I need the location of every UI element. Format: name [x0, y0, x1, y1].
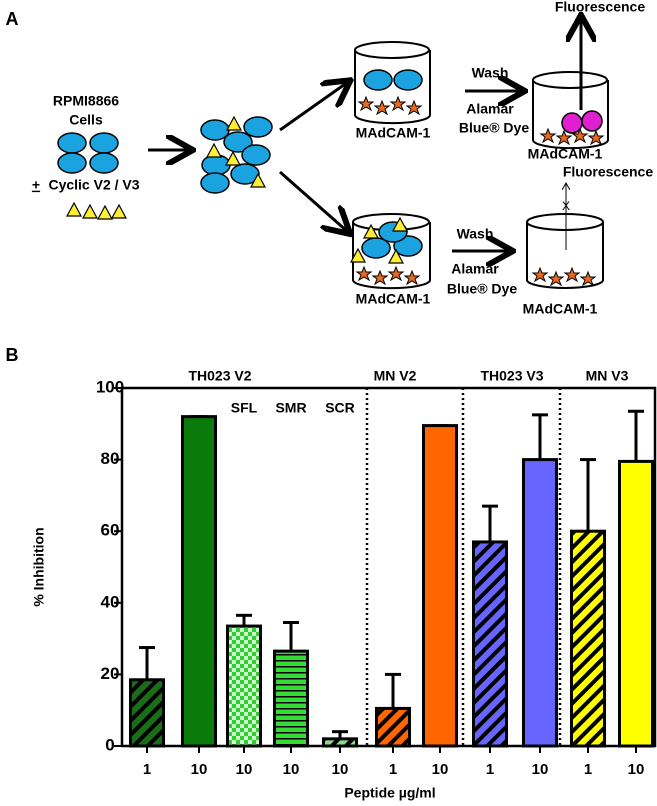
peptides — [66, 202, 127, 220]
x-tick-label: 1 — [143, 761, 151, 778]
step: Alamar — [466, 101, 514, 117]
panel-a: A RPMI8866 Cells + Cyclic V2 / V3 MAdCAM… — [6, 0, 654, 317]
y-axis-label: % Inhibition — [31, 527, 47, 606]
bar — [522, 458, 558, 748]
group-label: TH023 V3 — [480, 368, 543, 384]
well-label: MAdCAM-1 — [356, 291, 431, 307]
sub-label: SMR — [275, 400, 306, 416]
well — [526, 213, 604, 289]
step: Alamar — [451, 261, 499, 277]
arrow — [279, 82, 348, 132]
cells — [57, 132, 119, 174]
well-label: MAdCAM-1 — [523, 301, 598, 317]
y-tick-label: 100 — [96, 377, 124, 396]
bar — [570, 529, 606, 748]
bar — [181, 415, 217, 748]
group-label: TH023 V2 — [188, 368, 251, 384]
arrow — [279, 170, 348, 232]
well — [532, 71, 609, 150]
y-tick-label: 0 — [105, 735, 114, 754]
bar — [422, 424, 458, 748]
sub-label: SCR — [325, 400, 355, 416]
step: Wash — [472, 65, 509, 81]
x-tick-label: 1 — [486, 761, 494, 778]
readout: Fluorescence — [555, 0, 645, 15]
step: Blue® Dye — [447, 281, 517, 297]
step: Blue® Dye — [459, 120, 529, 136]
step: Wash — [457, 226, 494, 242]
bar — [472, 540, 508, 748]
y-tick-label: 20 — [101, 664, 120, 683]
treatment: Cyclic V2 / V3 — [48, 177, 139, 193]
bar — [226, 624, 262, 748]
readout: Fluorescence — [563, 164, 653, 180]
plot-frame — [120, 386, 657, 748]
y-tick-label: 80 — [101, 449, 120, 468]
x-tick-label: 10 — [628, 761, 645, 778]
well-label: MAdCAM-1 — [356, 125, 431, 141]
bar — [129, 678, 165, 748]
bar — [618, 459, 654, 748]
x-tick-label: 10 — [236, 761, 253, 778]
bar — [273, 649, 309, 748]
well — [350, 213, 431, 290]
x-axis-label: Peptide µg/ml — [344, 785, 435, 801]
y-tick-label: 40 — [101, 592, 120, 611]
x-tick-label: 10 — [191, 761, 208, 778]
sub-label: SFL — [231, 400, 258, 416]
x-tick-label: 10 — [532, 761, 549, 778]
blocked: X — [562, 199, 570, 213]
cell-label: RPMI8866 — [53, 93, 119, 109]
well-label: MAdCAM-1 — [528, 146, 603, 162]
x-tick-label: 1 — [389, 761, 397, 778]
x-tick-label: 1 — [584, 761, 592, 778]
panel-label: A — [6, 9, 19, 29]
panel-label: B — [6, 345, 19, 365]
cell-label: Cells — [69, 112, 103, 128]
bar — [375, 706, 411, 748]
group-label: MN V3 — [586, 368, 629, 384]
well — [354, 41, 431, 125]
mixture — [200, 116, 273, 194]
x-tick-label: 10 — [432, 761, 449, 778]
x-tick-label: 10 — [332, 761, 349, 778]
x-tick-label: 10 — [283, 761, 300, 778]
plus: + — [32, 177, 40, 193]
group-label: MN V2 — [374, 368, 417, 384]
y-tick-label: 60 — [101, 521, 120, 540]
